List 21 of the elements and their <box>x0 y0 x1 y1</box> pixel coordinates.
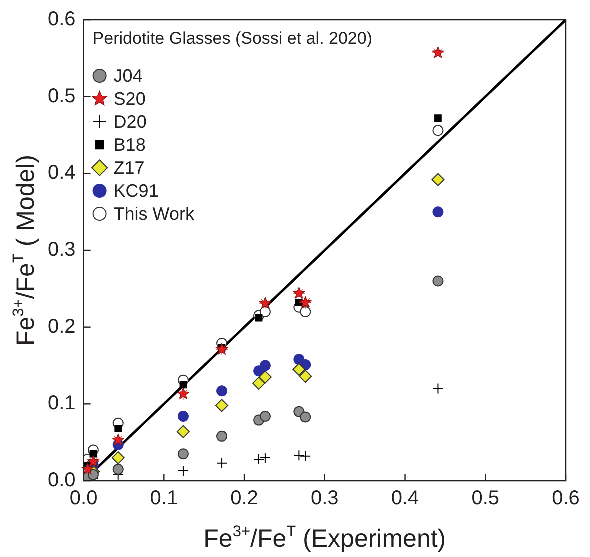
x-tick-label: 0.6 <box>552 488 580 510</box>
legend-label: D20 <box>114 112 147 132</box>
y-tick-label: 0.3 <box>48 239 76 262</box>
x-tick-label: 0.3 <box>310 488 339 510</box>
y-tick-label: 0.5 <box>48 85 76 108</box>
y-tick-label: 0.1 <box>48 392 76 415</box>
y-tick-label: 0.6 <box>48 8 76 31</box>
legend-label: This Work <box>114 204 196 224</box>
x-tick-label: 0.5 <box>472 488 500 510</box>
x-tick-label: 0.1 <box>150 488 178 510</box>
x-tick-label: 0.2 <box>230 488 258 510</box>
legend-label: KC91 <box>114 180 159 201</box>
legend-label: J04 <box>114 66 143 86</box>
legend-label: S20 <box>114 88 146 109</box>
annotation: Peridotite Glasses (Sossi et al. 2020) <box>92 29 372 48</box>
x-tick-label: 0.4 <box>391 488 420 510</box>
y-axis-title: Fe3+/FeT ( Model) <box>10 154 40 346</box>
legend-label: B18 <box>114 134 146 155</box>
y-tick-label: 0.4 <box>48 162 76 184</box>
legend-label: Z17 <box>114 158 145 178</box>
y-tick-label: 0.2 <box>48 316 76 338</box>
